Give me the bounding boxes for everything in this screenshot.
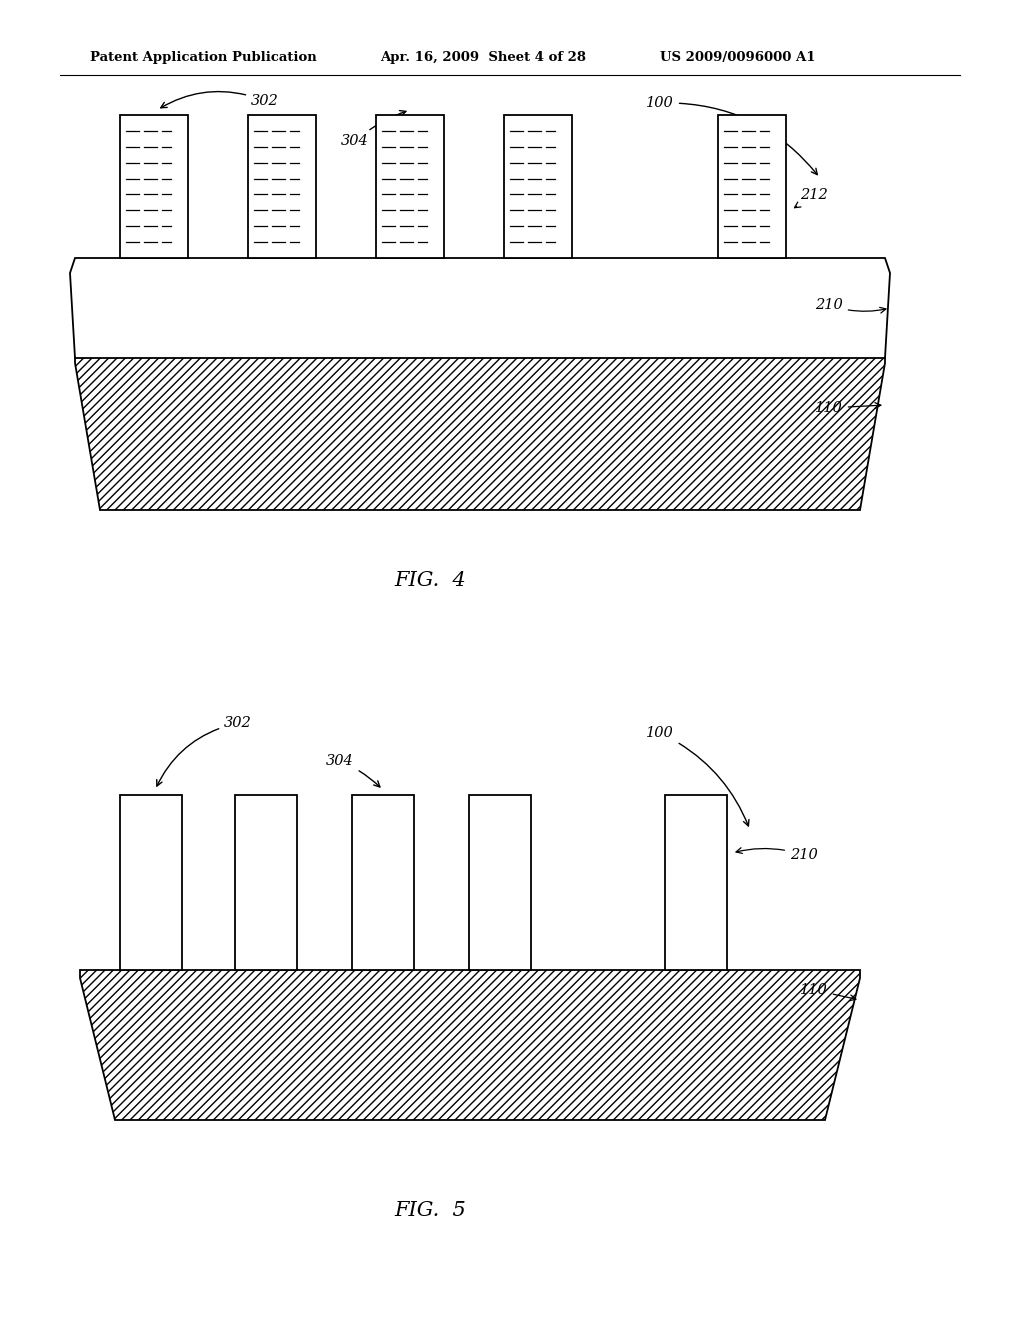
Text: 212: 212	[795, 187, 827, 207]
Bar	[234, 795, 297, 970]
Text: 100: 100	[646, 96, 817, 174]
Text: 100: 100	[646, 726, 749, 826]
Text: 210: 210	[815, 298, 886, 313]
Bar	[376, 115, 444, 257]
Bar	[718, 115, 786, 257]
Polygon shape	[75, 355, 885, 510]
Text: 210: 210	[736, 847, 818, 862]
Bar	[469, 795, 531, 970]
Bar	[504, 115, 572, 257]
Text: 110: 110	[800, 983, 856, 1001]
Text: 110: 110	[815, 401, 881, 414]
Bar	[248, 115, 316, 257]
Bar	[665, 795, 727, 970]
Text: FIG.  5: FIG. 5	[394, 1200, 466, 1220]
Text: US 2009/0096000 A1: US 2009/0096000 A1	[660, 51, 815, 65]
Text: FIG.  4: FIG. 4	[394, 570, 466, 590]
Text: 304: 304	[341, 111, 406, 148]
Text: Patent Application Publication: Patent Application Publication	[90, 51, 316, 65]
Bar	[120, 115, 188, 257]
Polygon shape	[80, 970, 860, 1119]
Bar	[120, 795, 182, 970]
Text: Apr. 16, 2009  Sheet 4 of 28: Apr. 16, 2009 Sheet 4 of 28	[380, 51, 586, 65]
Text: 304: 304	[326, 754, 380, 787]
Text: 302: 302	[157, 715, 252, 787]
Polygon shape	[70, 257, 890, 358]
Bar	[352, 795, 414, 970]
Text: 302: 302	[161, 91, 279, 108]
